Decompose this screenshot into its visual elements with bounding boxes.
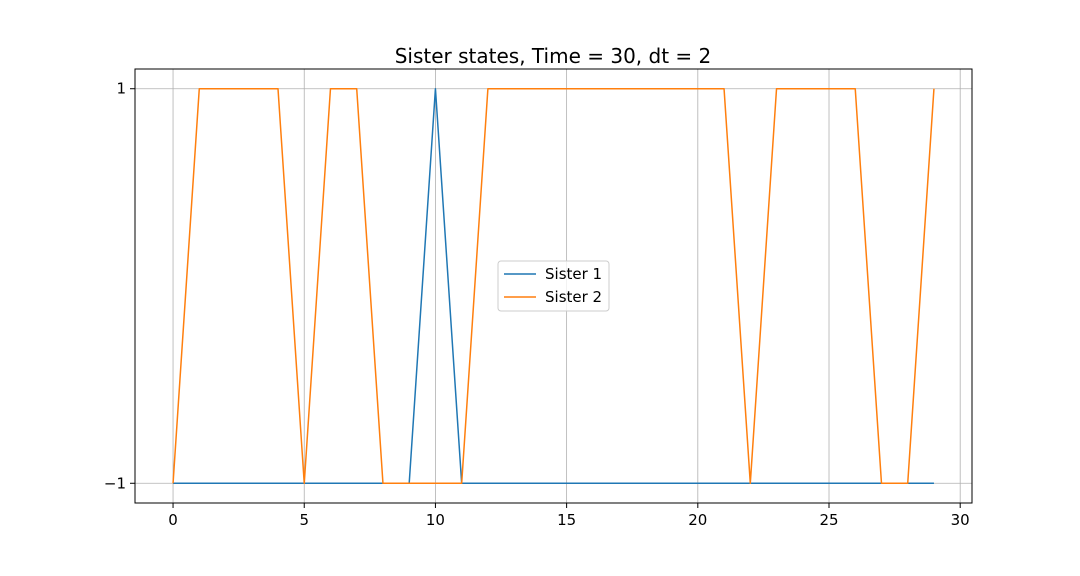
y-tick-label: −1 [104, 474, 126, 492]
x-tick-label: 5 [299, 511, 309, 529]
x-tick-label: 20 [688, 511, 707, 529]
legend-label-sister-2: Sister 2 [545, 288, 602, 306]
y-tick-label: 1 [116, 80, 126, 98]
x-tick-label: 30 [951, 511, 970, 529]
plot-frame [134, 68, 973, 504]
x-tick-label: 10 [426, 511, 445, 529]
x-tick-label: 25 [819, 511, 838, 529]
legend-label-sister-1: Sister 1 [545, 265, 602, 283]
chart-title: Sister states, Time = 30, dt = 2 [395, 44, 712, 68]
x-tick-label: 0 [168, 511, 178, 529]
x-axis: 0 5 10 15 20 25 30 [168, 503, 970, 529]
series-line-sister-2 [172, 87, 935, 485]
series-lines [172, 87, 935, 485]
x-tick-label: 15 [557, 511, 576, 529]
legend: Sister 1 Sister 2 [497, 260, 610, 312]
series-line-sister-1 [173, 87, 934, 485]
y-axis: −1 1 [104, 80, 135, 492]
